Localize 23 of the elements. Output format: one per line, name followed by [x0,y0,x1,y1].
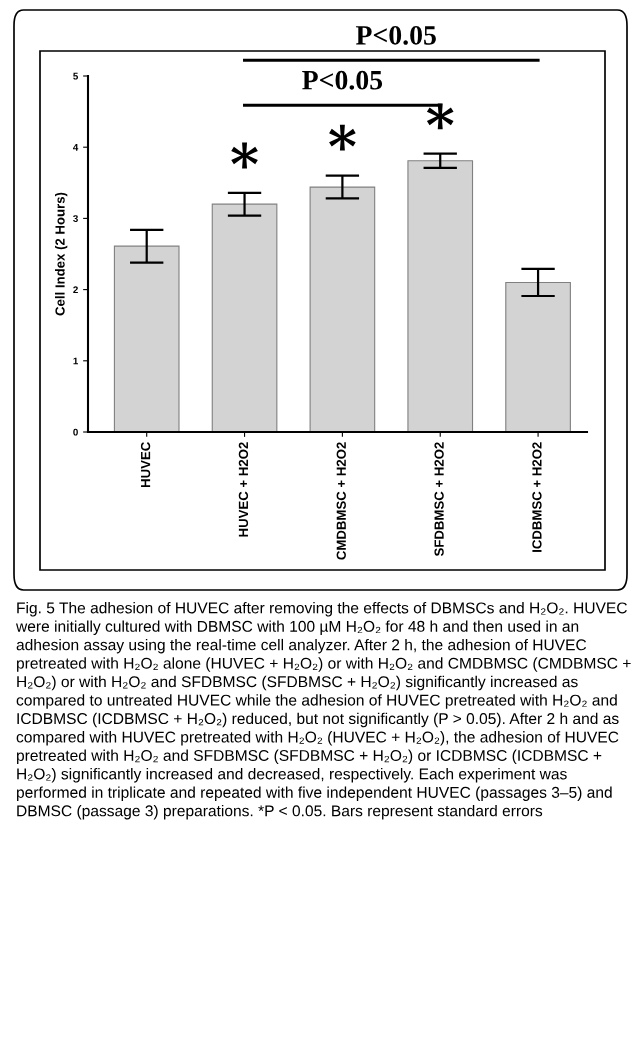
y-tick-label: 4 [73,144,79,151]
x-tick-label: ICDBMSC + H2O2 [532,442,542,552]
annotation: * [426,103,454,130]
x-tick-label: HUVEC + H2O2 [238,442,249,537]
y-tick-label: 1 [73,357,79,365]
bar [505,281,571,432]
y-axis-title: Cell Index (2 Hours) [55,192,68,316]
text: Fig. 5 The adhesion of HUVEC after removing the effects of DBMSCs and H₂O₂. HUVEC were initially cultured with DBMSC with 100 µM H₂O₂ for 48 h and then used in an adhesion assay using the real-time cell analyzer. After 2 h, the adhesion of HUVEC pretreated with H₂O₂ alone (HUVEC + H₂O₂) or with H₂O₂ and CMDBMSC (CMDBMSC + H₂O₂) or with H₂O₂ and SFDBMSC (SFDBMSC + H₂O₂) significantly increased as compared to untreated HUVEC while the adhesion of HUVEC pretreated with H₂O₂ and ICDBMSC (ICDBMSC + H₂O₂) reduced, but not significantly (P > 0.05). After 2 h and as compared with HUVEC pretreated with H₂O₂ (HUVEC + H₂O₂), the adhesion of HUVEC pretreated with H₂O₂ and SFDBMSC (SFDBMSC + H₂O₂) or ICDBMSC (ICDBMSC + H₂O₂) significantly increased and decreased, respectively. Each experiment was performed in triplicate and repeated with five independent HUVEC (passages 3–5) and DBMSC (passage 3) preparations. *P < 0.05. Bars represent standard errors [15,602,631,820]
bar [113,245,180,432]
x-tick-label: CMDBMSC + H2O2 [336,442,346,560]
annotation: * [231,142,258,169]
annotation: * [329,124,356,151]
annotation: P<0.05 [302,70,383,90]
y-tick-label: 5 [73,72,79,80]
y-tick-label: 2 [73,286,78,294]
x-tick-label: HUVEC [140,442,151,488]
y-tick-label: 0 [73,428,78,436]
text: P<0.05 [355,25,436,45]
bar [407,160,474,432]
x-tick-label: SFDBMSC + H2O2 [434,442,444,557]
bar [309,186,376,432]
bar [211,203,278,432]
y-tick-label: 3 [73,215,78,223]
